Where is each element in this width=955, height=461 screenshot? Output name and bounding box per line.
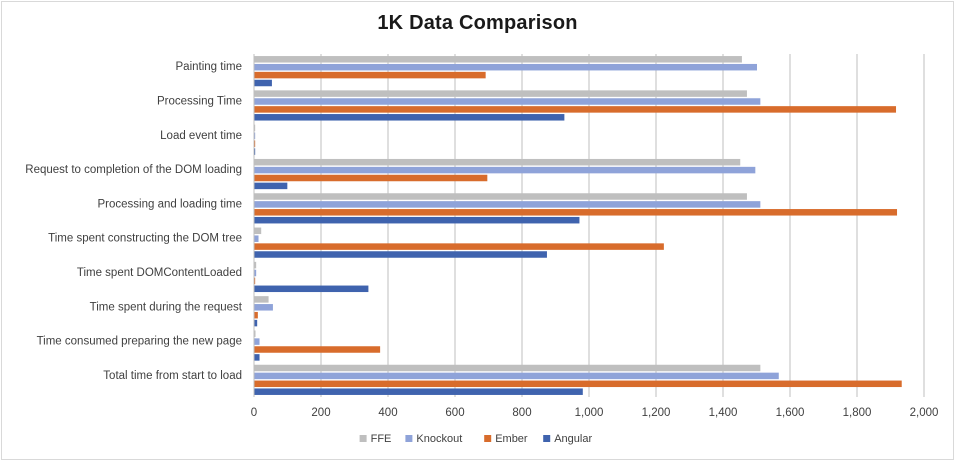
bar-knockout bbox=[254, 166, 756, 174]
bar-ember bbox=[254, 380, 902, 388]
bar-ffe bbox=[254, 158, 741, 166]
bar-knockout bbox=[254, 63, 757, 71]
bar-angular bbox=[254, 79, 272, 87]
legend-label: Angular bbox=[554, 433, 592, 445]
legend-swatch-angular bbox=[543, 435, 551, 442]
category-label: Total time from start to load bbox=[103, 370, 242, 382]
x-tick-label: 800 bbox=[512, 407, 531, 419]
legend-label: FFE bbox=[371, 433, 392, 445]
legend-label: Ember bbox=[495, 433, 528, 445]
bar-ember bbox=[254, 311, 258, 319]
bar-knockout bbox=[254, 132, 256, 140]
bar-knockout bbox=[254, 98, 761, 105]
bar-ffe bbox=[254, 261, 257, 269]
bar-ember bbox=[254, 277, 256, 285]
bar-angular bbox=[254, 114, 565, 121]
bar-angular bbox=[254, 148, 256, 155]
bar-angular bbox=[254, 388, 583, 395]
bar-ffe bbox=[254, 56, 742, 63]
bar-ffe bbox=[254, 193, 747, 200]
bar-knockout bbox=[254, 372, 779, 380]
x-tick-label: 2,000 bbox=[910, 407, 939, 419]
category-label: Time spent DOMContentLoaded bbox=[77, 267, 242, 279]
bar-ffe bbox=[254, 330, 256, 337]
bar-ember bbox=[254, 174, 488, 182]
bar-angular bbox=[254, 319, 258, 327]
category-label: Painting time bbox=[176, 61, 242, 73]
bar-ember bbox=[254, 243, 664, 250]
bar-ffe bbox=[254, 227, 262, 235]
legend-label: Knockout bbox=[416, 433, 462, 445]
chart-title: 1K Data Comparison bbox=[377, 12, 578, 34]
x-tick-label: 400 bbox=[378, 407, 397, 419]
bar-ember bbox=[254, 106, 897, 113]
category-label: Time consumed preparing the new page bbox=[37, 336, 242, 348]
bar-ember bbox=[254, 140, 256, 147]
category-label: Time spent constructing the DOM tree bbox=[48, 233, 242, 245]
bar-angular bbox=[254, 354, 260, 361]
bar-angular bbox=[254, 216, 580, 224]
legend-swatch-knockout bbox=[405, 435, 413, 442]
bar-ember bbox=[254, 71, 486, 79]
category-label: Processing Time bbox=[157, 95, 242, 107]
bar-angular bbox=[254, 251, 547, 258]
category-label: Load event time bbox=[160, 130, 242, 142]
bar-knockout bbox=[254, 201, 761, 208]
category-label: Processing and loading time bbox=[98, 198, 242, 210]
x-tick-label: 600 bbox=[445, 407, 464, 419]
x-tick-label: 200 bbox=[311, 407, 330, 419]
bar-knockout bbox=[254, 269, 257, 277]
x-tick-label: 1,400 bbox=[709, 407, 738, 419]
bar-ffe bbox=[254, 296, 269, 303]
legend-swatch-ffe bbox=[359, 435, 367, 442]
x-tick-label: 1,000 bbox=[575, 407, 604, 419]
bar-ember bbox=[254, 209, 898, 216]
bar-angular bbox=[254, 285, 369, 293]
bar-knockout bbox=[254, 304, 273, 311]
category-label: Time spent during the request bbox=[90, 301, 243, 313]
bar-ffe bbox=[254, 364, 761, 372]
legend-swatch-ember bbox=[484, 435, 492, 442]
x-tick-label: 1,200 bbox=[642, 407, 671, 419]
bar-knockout bbox=[254, 235, 259, 242]
bar-ffe bbox=[254, 90, 747, 97]
category-label: Request to completion of the DOM loading bbox=[25, 164, 242, 176]
x-tick-label: 1,800 bbox=[843, 407, 872, 419]
bar-ffe bbox=[254, 124, 256, 132]
bar-ember bbox=[254, 346, 381, 353]
x-tick-label: 1,600 bbox=[776, 407, 805, 419]
bar-angular bbox=[254, 182, 288, 190]
x-tick-label: 0 bbox=[251, 407, 257, 419]
bar-knockout bbox=[254, 338, 260, 345]
